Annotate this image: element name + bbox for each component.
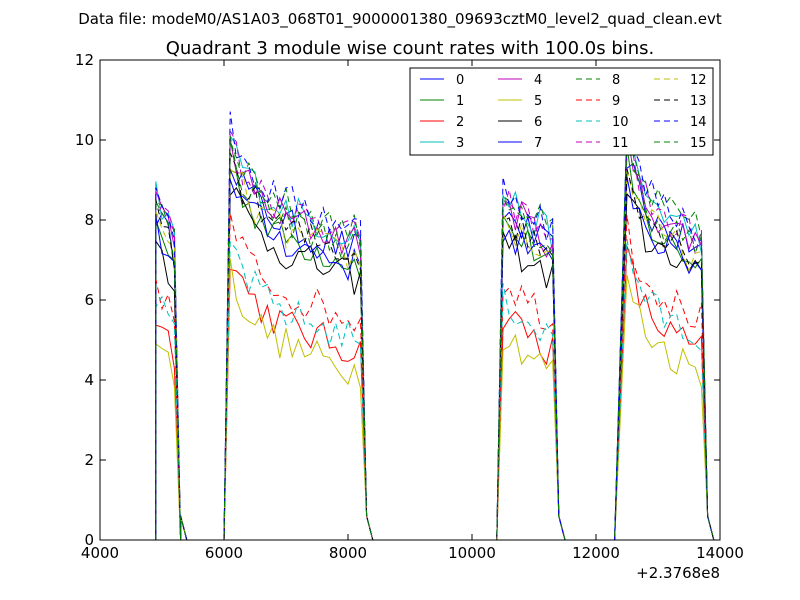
legend-label-0: 0 [456,73,464,88]
series-line-0 [155,162,715,541]
legend-label-6: 6 [534,115,542,130]
legend-box [409,67,714,156]
x-tick-label: 12000 [572,544,620,562]
legend-label-3: 3 [456,136,464,151]
legend-label-7: 7 [534,136,542,151]
series-line-11 [155,128,715,541]
y-tick-label: 2 [84,451,94,469]
y-tick-label: 8 [84,211,94,229]
x-tick-label: 4000 [81,544,119,562]
series-line-14 [155,111,715,541]
series-layer [155,111,715,541]
legend-label-15: 15 [690,136,707,151]
series-line-7 [155,176,715,541]
series-line-13 [155,152,715,541]
series-line-8 [155,123,715,541]
series-line-2 [155,245,715,541]
series-line-12 [155,168,715,541]
x-tick-label: 14000 [696,544,744,562]
chart-title: Quadrant 3 module wise count rates with … [166,38,655,59]
x-tick-label: 10000 [448,544,496,562]
legend-label-5: 5 [534,94,542,109]
y-tick-label: 4 [84,371,94,389]
series-line-9 [155,212,715,541]
series-line-5 [155,258,715,541]
x-offset-label: +2.3768e8 [636,564,720,582]
legend-label-2: 2 [456,115,464,130]
legend-label-12: 12 [690,73,707,88]
y-tick-label: 6 [84,291,94,309]
y-tick-label: 0 [84,531,94,549]
legend-label-13: 13 [690,94,707,109]
series-line-15 [155,136,715,541]
legend-label-14: 14 [690,115,707,130]
datafile-header: Data file: modeM0/AS1A03_068T01_90000013… [78,10,722,29]
x-tick-label: 8000 [329,544,367,562]
legend-label-4: 4 [534,73,542,88]
y-tick-label: 12 [75,51,94,69]
series-line-10 [155,239,715,541]
legend-label-9: 9 [612,94,620,109]
legend-label-10: 10 [612,115,629,130]
legend-label-11: 11 [612,136,629,151]
legend-label-1: 1 [456,94,464,109]
legend-label-8: 8 [612,73,620,88]
y-tick-label: 10 [75,131,94,149]
x-tick-label: 6000 [205,544,243,562]
series-line-1 [155,146,715,541]
